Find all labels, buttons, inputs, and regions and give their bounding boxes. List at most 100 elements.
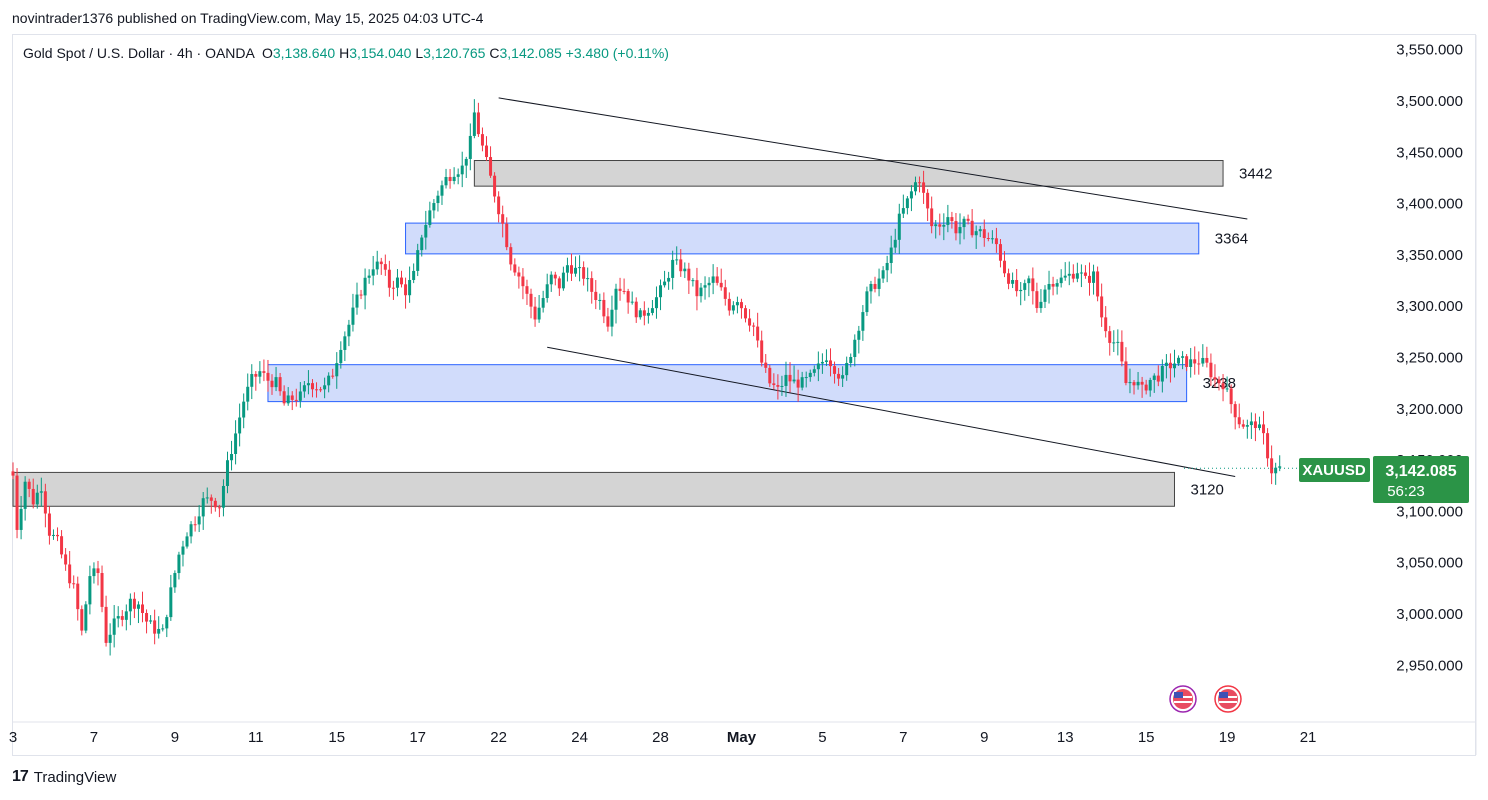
candle-body (116, 616, 120, 619)
candle-body (286, 395, 290, 404)
x-tick-label: 9 (980, 729, 988, 746)
candle-body (974, 231, 978, 236)
candle-body (1047, 283, 1051, 290)
candle-body (707, 282, 711, 286)
candle-body (250, 374, 254, 387)
symbol-title: Gold Spot / U.S. Dollar · 4h · OANDA (23, 45, 255, 61)
candle-body (278, 377, 282, 392)
candle-body (266, 372, 270, 381)
candle-body (517, 272, 521, 277)
tradingview-footer[interactable]: 17 TradingView (12, 768, 116, 786)
candle-body (161, 628, 165, 630)
candle-body (493, 175, 497, 197)
close-label: C (489, 45, 500, 61)
candle-body (1245, 425, 1249, 427)
close-value: 3,142.085 (499, 45, 562, 61)
candle-body (254, 374, 258, 377)
candle-body (132, 598, 136, 609)
candle-body (784, 374, 788, 386)
candle-body (149, 620, 153, 622)
candle-body (400, 277, 404, 285)
candle-body (290, 395, 294, 400)
candle-body (270, 380, 274, 388)
candle-body (744, 308, 748, 319)
candle-body (1185, 356, 1189, 367)
candle-body (100, 573, 104, 607)
y-tick-label: 3,250.000 (1396, 350, 1463, 367)
open-value: 3,138.640 (272, 45, 336, 61)
candle-body (800, 377, 804, 388)
price-tag-bg (1373, 456, 1469, 503)
y-tick-label: 3,550.000 (1396, 42, 1463, 59)
high-value: 3,154.040 (349, 45, 412, 61)
candle-body (72, 583, 76, 585)
candle-body (638, 310, 642, 318)
candle-body (1092, 271, 1096, 283)
candle-body (43, 491, 47, 514)
candle-body (1043, 289, 1047, 302)
candle-body (315, 389, 319, 391)
candle-body (509, 247, 513, 265)
candle-body (565, 265, 569, 273)
trendlines-layer (498, 97, 1248, 478)
candle-body (221, 485, 225, 508)
candle-body (541, 298, 545, 308)
candle-body (375, 261, 379, 270)
candle-body (1083, 272, 1087, 276)
candle-body (205, 497, 209, 499)
candle-body (436, 195, 440, 204)
y-tick-label: 3,000.000 (1396, 606, 1463, 623)
candle-body (294, 399, 298, 401)
blue-zone-3238 (267, 364, 1188, 403)
candle-body (404, 284, 408, 296)
candle-body (602, 299, 606, 317)
candle-body (922, 182, 926, 193)
y-tick-label: 3,350.000 (1396, 247, 1463, 264)
candle-body (1205, 357, 1209, 363)
candle-body (1027, 278, 1031, 284)
candle-body (557, 278, 561, 289)
candle-body (189, 524, 193, 537)
candle-body (383, 264, 387, 270)
candle-body (1112, 342, 1116, 344)
candle-body (1266, 433, 1270, 459)
x-tick-label: 17 (409, 729, 426, 746)
candle-body (869, 283, 873, 292)
candle-body (671, 259, 675, 278)
candle-body (27, 481, 31, 489)
candle-body (820, 361, 824, 364)
event-icons[interactable] (1169, 685, 1242, 713)
candle-body (424, 224, 428, 238)
candle-body (1221, 383, 1225, 390)
candle-body (772, 383, 776, 386)
candle-body (590, 278, 594, 292)
candle-body (120, 616, 124, 620)
candle-body (209, 497, 213, 501)
candle-body (60, 536, 64, 555)
candle-body (679, 259, 683, 272)
candle-body (553, 274, 557, 279)
x-tick-label: 15 (328, 729, 345, 746)
candle-body (893, 239, 897, 248)
candle-body (1233, 404, 1237, 418)
candle-body (578, 267, 582, 269)
candle-body (177, 554, 181, 574)
x-tick-label: 19 (1219, 729, 1236, 746)
candle-body (80, 609, 84, 631)
candle-body (978, 229, 982, 232)
candle-body (630, 301, 634, 303)
candle-body (1229, 388, 1233, 405)
candle-body (901, 208, 905, 214)
ticker-tag-bg (1299, 458, 1370, 482)
candle-body (1116, 341, 1120, 343)
candle-body (1270, 458, 1274, 474)
candle-body (11, 471, 15, 476)
candle-body (853, 339, 857, 358)
candle-body (1079, 272, 1083, 274)
zone-label-3364: 3364 (1215, 230, 1248, 247)
candle-body (112, 618, 116, 635)
candle-body (1108, 331, 1112, 343)
x-tick-label: 7 (90, 729, 98, 746)
